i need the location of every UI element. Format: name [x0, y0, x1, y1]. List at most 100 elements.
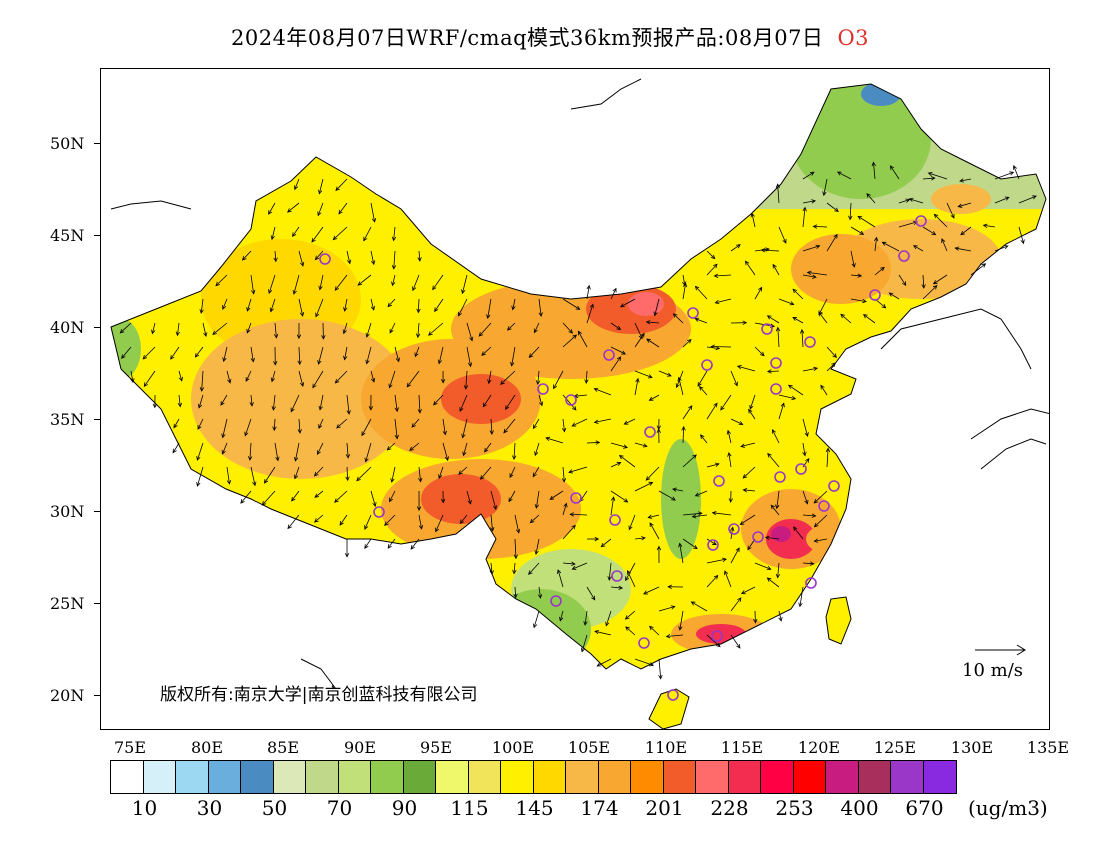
wind-arrow	[505, 394, 516, 410]
lon-label-105e: 105E	[567, 738, 611, 757]
wind-arrow-head	[513, 554, 518, 560]
wind-arrow-head	[299, 382, 305, 388]
wind-arrow-head	[873, 236, 879, 242]
wind-arrow	[697, 370, 708, 387]
wind-arrow	[767, 453, 780, 468]
wind-arrow-head	[197, 425, 202, 430]
wind-arrow-head	[833, 233, 838, 239]
wind-arrow-head	[440, 498, 446, 504]
wind-arrow	[298, 418, 301, 433]
wind-arrow-head	[593, 387, 599, 392]
wind-arrow-head	[461, 433, 466, 439]
wind-arrow-head	[221, 433, 226, 439]
wind-arrow-head	[594, 536, 600, 542]
wind-arrow	[818, 298, 828, 315]
wind-arrow-head	[342, 329, 347, 335]
wind-arrow-head	[356, 476, 361, 482]
lat-label-20n: 20N	[50, 686, 85, 705]
wind-arrow-head	[667, 584, 672, 589]
wind-arrow	[418, 466, 421, 482]
wind-arrow-head	[605, 621, 610, 627]
legend-swatch	[371, 761, 404, 793]
wind-arrow-head	[545, 436, 551, 441]
wind-arrow-head	[981, 263, 987, 268]
station-marker	[611, 570, 623, 582]
lat-tick	[94, 695, 100, 696]
legend-swatch	[793, 761, 826, 793]
wind-arrow-head	[345, 476, 350, 482]
wind-arrow	[610, 490, 628, 503]
wind-arrow	[610, 356, 621, 372]
wind-arrow-head	[487, 379, 492, 385]
wind-arrow-head	[528, 570, 533, 575]
wind-arrow-head	[804, 499, 809, 505]
wind-arrow-head	[950, 213, 955, 219]
wind-arrow-head	[607, 576, 612, 581]
lon-label-125e: 125E	[873, 738, 917, 757]
wind-arrow-head	[625, 576, 630, 582]
wind-arrow-head	[363, 236, 368, 242]
wind-arrow	[889, 292, 900, 300]
wind-arrow-head	[802, 206, 807, 212]
wind-arrow	[528, 562, 540, 575]
wind-arrow-head	[512, 455, 517, 461]
wind-arrow	[574, 394, 588, 397]
wind-arrow-head	[767, 452, 772, 458]
wind-arrow	[245, 370, 252, 382]
wind-arrow-head	[804, 432, 809, 437]
wind-arrow	[314, 490, 324, 498]
wind-arrow-head	[805, 457, 810, 463]
wind-arrow-head	[389, 328, 394, 334]
wind-arrow-head	[364, 525, 369, 530]
wind-arrow-head	[618, 585, 624, 590]
wind-arrow	[625, 626, 636, 636]
wind-arrow	[458, 466, 468, 475]
station-marker	[828, 480, 840, 492]
wind-arrow	[730, 634, 741, 649]
station-marker	[687, 307, 699, 319]
wind-arrow-head	[621, 350, 627, 355]
wind-arrow-head	[459, 519, 465, 525]
wind-arrow-head	[798, 602, 803, 608]
wind-arrow-head	[749, 404, 754, 410]
wind-arrow-head	[736, 365, 742, 370]
wind-arrow-head	[862, 314, 868, 319]
wind-arrow	[727, 430, 732, 444]
wind-arrow-head	[766, 565, 772, 571]
wind-arrow	[572, 418, 588, 427]
lat-label-25n: 25N	[50, 594, 85, 613]
wind-arrow-head	[648, 481, 654, 486]
wind-arrow	[344, 298, 348, 312]
wind-arrow-head	[959, 178, 964, 183]
legend-swatch	[241, 761, 274, 793]
wind-arrow-head	[871, 161, 876, 167]
wind-arrow-head	[246, 328, 251, 334]
wind-arrow-head	[539, 401, 544, 407]
wind-arrow-head	[836, 171, 842, 176]
wind-arrow	[682, 405, 693, 420]
wind-arrow-head	[672, 313, 678, 318]
wind-arrow	[610, 442, 628, 448]
wind-arrow	[315, 250, 324, 260]
wind-arrow-head	[733, 381, 738, 387]
legend-swatch	[306, 761, 339, 793]
wind-arrow	[610, 288, 617, 300]
legend-swatch	[728, 761, 761, 793]
lat-tick	[94, 419, 100, 420]
wind-arrow-head	[799, 328, 805, 334]
wind-arrow	[220, 394, 228, 406]
wind-arrow-head	[440, 378, 446, 384]
wind-arrow	[601, 538, 612, 548]
wind-arrow-head	[571, 561, 576, 566]
wind-arrow	[778, 403, 785, 420]
wind-arrow	[335, 370, 348, 384]
wind-arrow-head	[314, 255, 320, 261]
wind-arrow-head	[486, 314, 491, 320]
wind-arrow	[562, 525, 576, 540]
wind-arrow-head	[931, 231, 937, 236]
wind-arrow	[776, 490, 780, 509]
wind-arrow-head	[389, 497, 394, 503]
wind-arrow	[922, 274, 925, 289]
wind-arrow	[1018, 226, 1024, 244]
wind-arrow-head	[409, 446, 414, 452]
